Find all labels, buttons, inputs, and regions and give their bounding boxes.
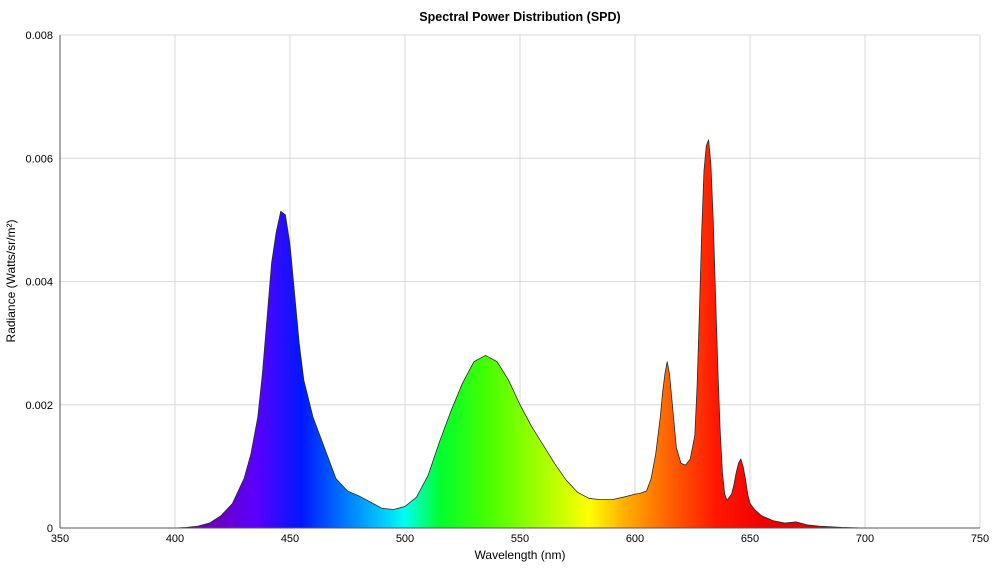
x-tick-label: 350	[51, 533, 69, 545]
y-axis-label: Radiance (Watts/sr/m²)	[4, 220, 18, 343]
y-tick-label: 0.002	[25, 400, 53, 412]
y-tick-labels: 0 0.002 0.004 0.006 0.008	[25, 30, 53, 535]
y-tick-label: 0	[47, 523, 53, 535]
x-tick-label: 750	[971, 533, 989, 545]
y-tick-label: 0.004	[25, 277, 53, 289]
y-tick-label: 0.006	[25, 153, 53, 165]
spectrum-area-layer	[60, 139, 980, 529]
spectrum-line	[60, 139, 980, 529]
x-tick-label: 400	[166, 533, 184, 545]
axis-layer	[59, 35, 980, 529]
x-tick-label: 700	[856, 533, 874, 545]
y-tick-label: 0.008	[25, 30, 53, 42]
spectrum-area	[60, 139, 980, 528]
x-tick-label: 450	[281, 533, 299, 545]
x-axis-label: Wavelength (nm)	[475, 548, 566, 562]
x-tick-label: 550	[511, 533, 529, 545]
x-tick-labels: 350 400 450 500 550 600 650 700 750	[51, 533, 989, 545]
x-tick-label: 500	[396, 533, 414, 545]
x-tick-label: 650	[741, 533, 759, 545]
x-tick-label: 600	[626, 533, 644, 545]
chart-title: Spectral Power Distribution (SPD)	[419, 10, 620, 24]
